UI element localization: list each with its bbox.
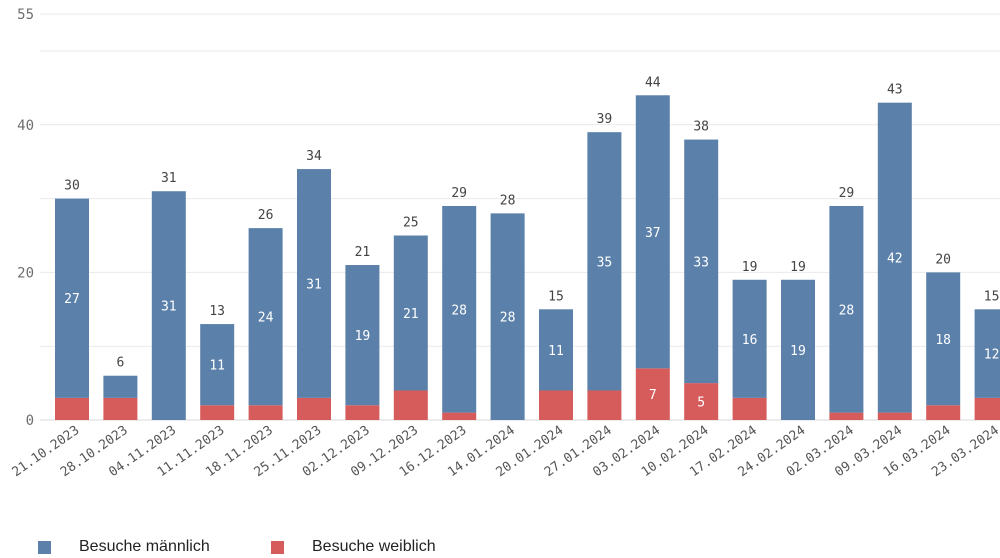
- male-value-label: 31: [306, 277, 322, 292]
- bar-female: [55, 397, 89, 420]
- legend-swatch-male: [38, 540, 51, 554]
- bar-female: [539, 390, 573, 420]
- legend-label-female: Besuche weiblich: [312, 538, 436, 555]
- bar-female: [684, 383, 719, 420]
- y-tick-label: 0: [26, 413, 34, 429]
- bar-female: [200, 405, 235, 420]
- total-label: 29: [451, 186, 467, 201]
- bar-male: [393, 235, 428, 391]
- bar-female: [103, 397, 138, 420]
- male-value-label: 27: [64, 292, 80, 307]
- stacked-bar-chart: 0 20 40 55 30 27 6 31 31 13 11 26 24 34 31 21 19 25 21 29 2…: [10, 7, 1000, 480]
- male-value-label: 19: [790, 344, 806, 359]
- bar-male: [200, 324, 235, 406]
- bar-female: [297, 397, 331, 420]
- bar-female: [587, 390, 622, 420]
- total-label: 29: [839, 186, 855, 201]
- male-value-label: 19: [355, 329, 371, 344]
- male-value-label: 42: [887, 252, 903, 267]
- bar-male: [684, 139, 719, 384]
- total-label: 15: [984, 289, 1000, 304]
- bar-female: [345, 405, 380, 420]
- male-value-label: 33: [693, 255, 709, 270]
- male-value-label: 16: [742, 333, 758, 348]
- bar-female: [926, 405, 961, 420]
- male-value-label: 28: [839, 303, 855, 318]
- total-label: 30: [64, 179, 80, 194]
- bar-male: [539, 309, 573, 391]
- y-tick-label: 40: [17, 118, 34, 134]
- total-label: 38: [693, 120, 709, 135]
- legend-swatch-female: [271, 540, 284, 554]
- male-value-label: 21: [403, 307, 419, 322]
- total-label: 43: [887, 83, 903, 98]
- male-value-label: 31: [161, 300, 177, 315]
- total-label: 25: [403, 216, 419, 231]
- total-label: 39: [597, 112, 613, 127]
- bar-female: [442, 412, 477, 420]
- total-label: 31: [161, 171, 177, 186]
- male-value-label: 37: [645, 226, 661, 241]
- female-value-label: 7: [649, 388, 657, 403]
- total-label: 21: [355, 245, 371, 260]
- bar-male: [587, 132, 622, 391]
- bar-female: [248, 405, 283, 420]
- male-value-label: 11: [209, 359, 225, 374]
- y-tick-label: 20: [17, 265, 34, 281]
- male-value-label: 18: [935, 333, 951, 348]
- total-label: 19: [742, 260, 758, 275]
- bar-male: [829, 205, 864, 413]
- bar-female: [732, 397, 767, 420]
- bar-male: [490, 213, 525, 420]
- x-axis-ticks: 21.10.202328.10.202304.11.202311.11.2023…: [10, 423, 1000, 480]
- total-label: 20: [935, 252, 951, 267]
- male-value-label: 35: [597, 255, 613, 270]
- bars: [55, 95, 1000, 420]
- grid-lines: [40, 13, 1000, 421]
- female-value-label: 5: [697, 396, 705, 411]
- bar-male: [103, 375, 138, 398]
- bar-male: [732, 279, 767, 398]
- bar-female: [635, 368, 670, 420]
- total-label: 28: [500, 193, 516, 208]
- total-label: 19: [790, 260, 806, 275]
- bar-male: [442, 205, 477, 413]
- legend: Besuche männlich Besuche weiblich: [38, 538, 638, 558]
- bar-male: [345, 265, 380, 406]
- legend-item-female: Besuche weiblich: [271, 538, 436, 556]
- male-value-label: 28: [500, 311, 516, 326]
- total-label: 13: [209, 304, 225, 319]
- male-value-label: 24: [258, 311, 274, 326]
- bar-male: [877, 102, 912, 413]
- bar-male: [974, 309, 1000, 398]
- bar-male: [297, 169, 331, 398]
- bar-female: [877, 412, 912, 420]
- male-value-label: 11: [548, 344, 564, 359]
- y-tick-label: 55: [17, 7, 34, 23]
- male-value-label: 28: [451, 303, 467, 318]
- legend-item-male: Besuche männlich: [38, 538, 210, 556]
- male-value-label: 12: [984, 348, 1000, 363]
- bar-female: [393, 390, 428, 420]
- y-axis-ticks: 0 20 40 55: [17, 7, 34, 429]
- bar-male: [55, 198, 89, 398]
- bar-male: [926, 272, 961, 406]
- total-label: 26: [258, 208, 274, 223]
- total-label: 34: [306, 149, 322, 164]
- total-label: 44: [645, 75, 661, 90]
- bar-female: [974, 397, 1000, 420]
- bar-male: [781, 279, 815, 420]
- bar-male: [151, 191, 186, 420]
- bar-male: [635, 95, 670, 369]
- bar-male: [248, 228, 283, 406]
- total-label: 6: [116, 356, 124, 371]
- total-label: 15: [548, 289, 564, 304]
- legend-label-male: Besuche männlich: [79, 538, 210, 555]
- data-labels: 30 27 6 31 31 13 11 26 24 34 31 21 19 25 21 29 28 28 28 15 1…: [64, 75, 999, 410]
- bar-female: [829, 412, 864, 420]
